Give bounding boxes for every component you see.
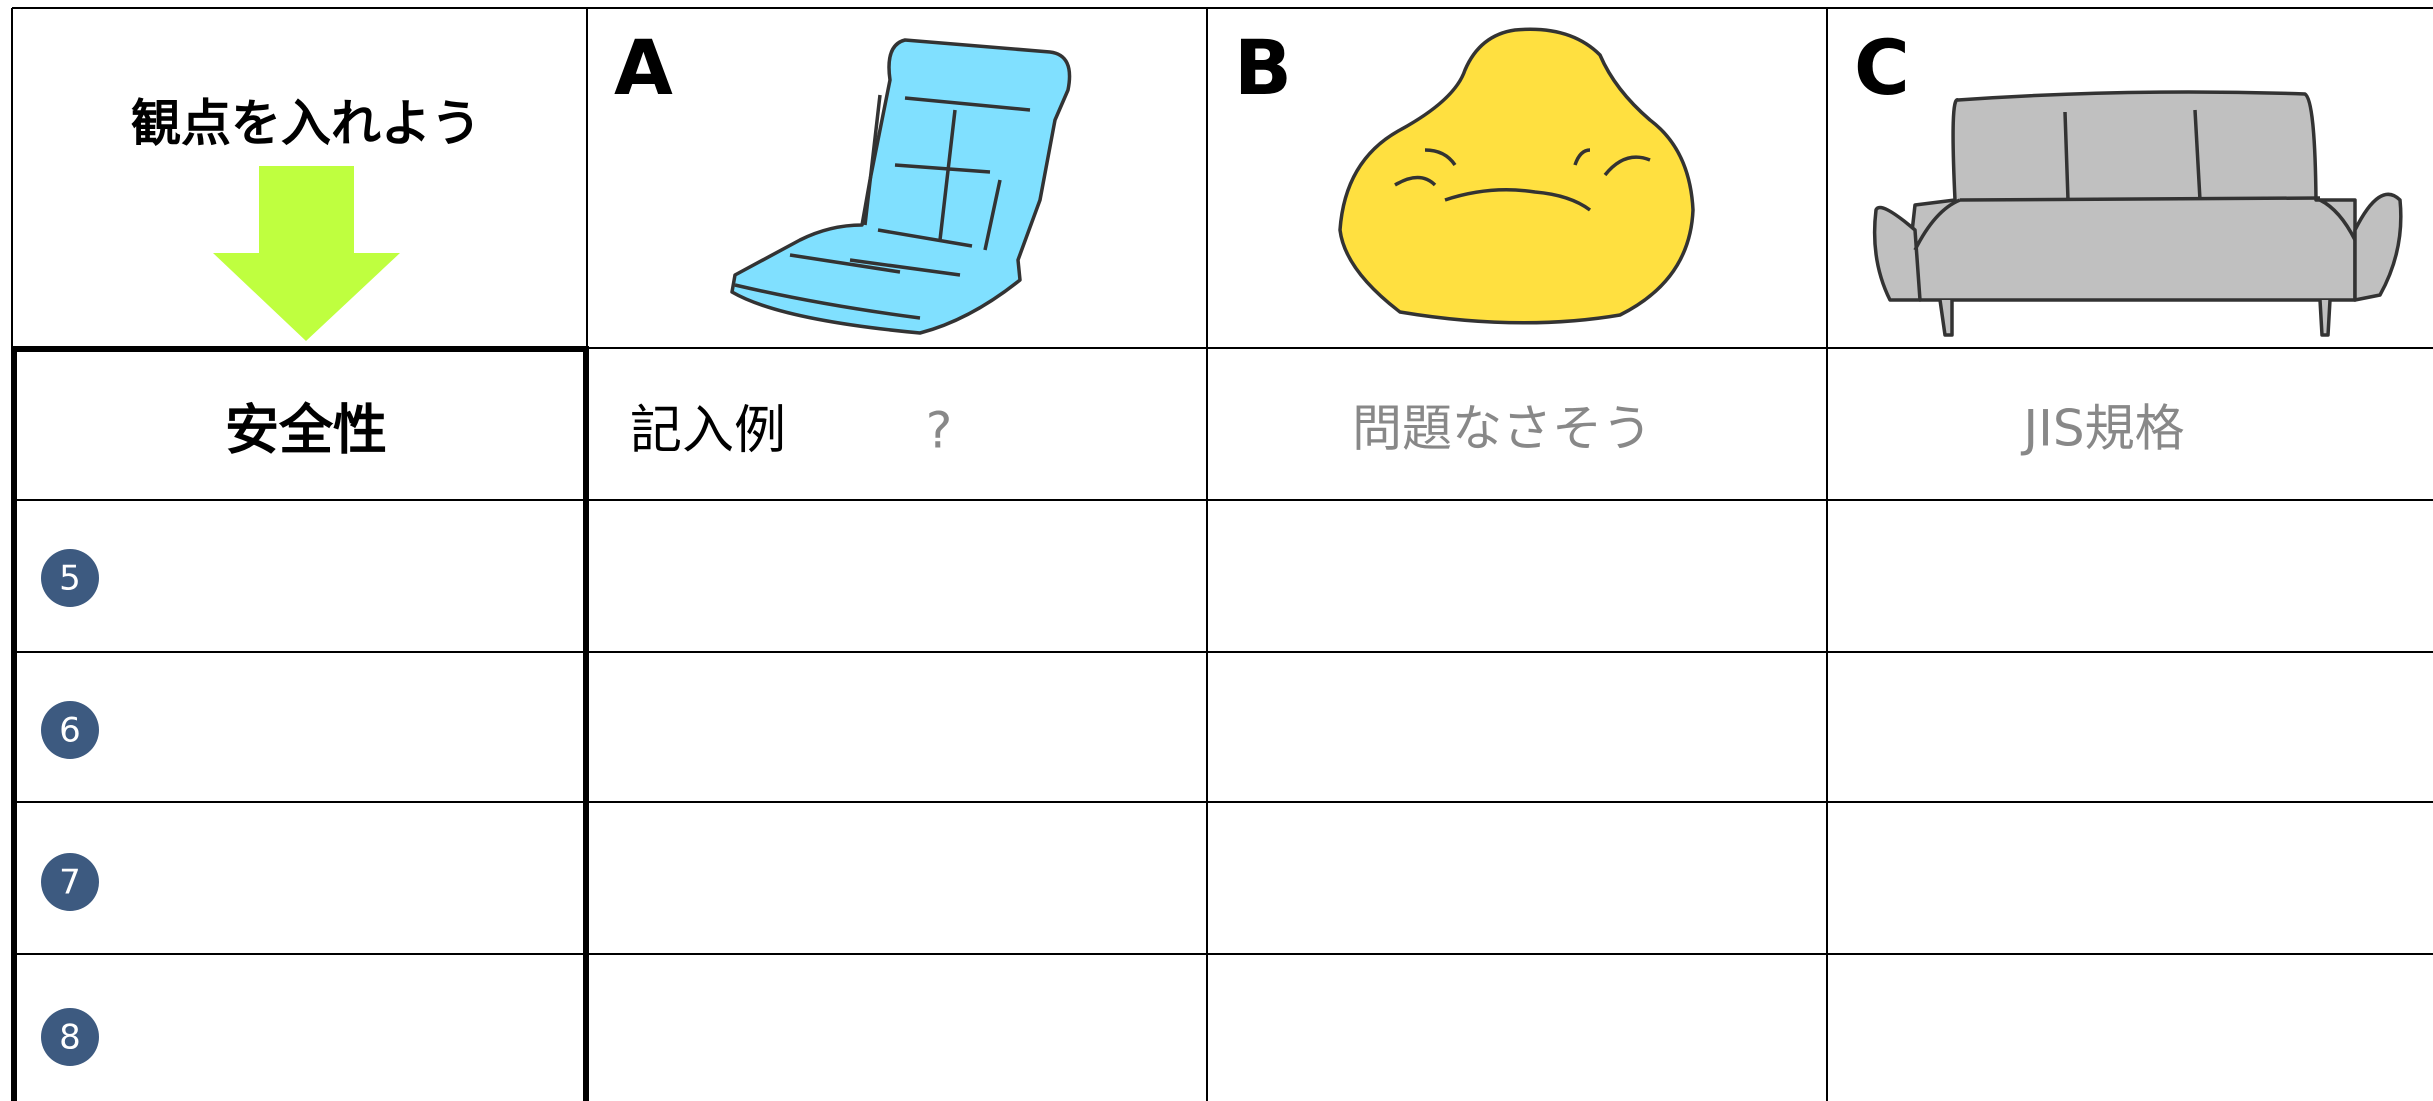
highlight-box [11, 346, 589, 1101]
chair-illustration [730, 38, 1072, 335]
row-number: 6 [59, 711, 81, 751]
column-letter: C [1854, 23, 1910, 112]
beanbag-illustration [1338, 27, 1695, 325]
criterion-label: 安全性 [225, 399, 387, 462]
example-label: 記入例 [630, 401, 786, 461]
cell-text: JIS規格 [2020, 400, 2184, 458]
prompt: 観点を入れよう [131, 95, 481, 153]
sofa-illustration [1872, 90, 2403, 337]
table-grid [11, 7, 2433, 1101]
cell-text: 問題なさそう [1352, 400, 1652, 458]
row-badge: 5 [41, 549, 99, 607]
row-badge: 7 [41, 853, 99, 911]
column-letter: A [614, 23, 673, 112]
down-arrow [213, 166, 400, 341]
row-badge: 6 [41, 701, 99, 759]
row-number: 7 [59, 863, 81, 903]
row-badge: 8 [41, 1008, 99, 1066]
cell-text: ? [926, 402, 953, 460]
row-number: 8 [59, 1018, 81, 1058]
column-letter: B [1234, 23, 1292, 112]
row-number: 5 [59, 559, 81, 599]
